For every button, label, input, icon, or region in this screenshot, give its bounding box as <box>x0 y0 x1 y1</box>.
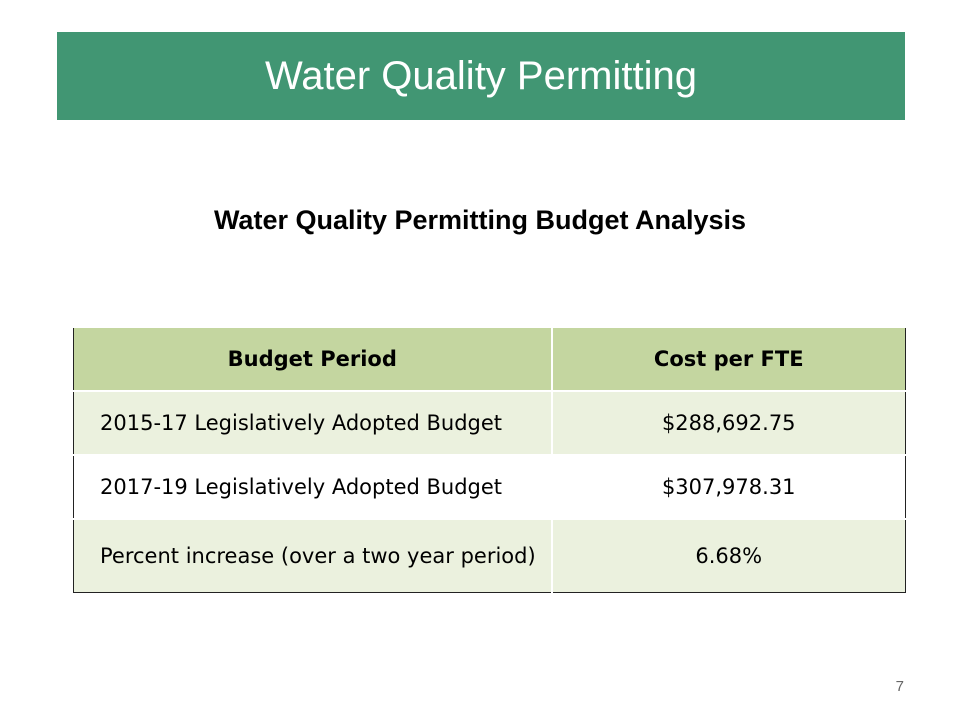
cost-cell: $307,978.31 <box>550 454 906 519</box>
slide-title: Water Quality Permitting <box>265 53 697 98</box>
title-banner: Water Quality Permitting <box>57 32 905 120</box>
column-header: Budget Period <box>73 326 552 391</box>
column-header: Cost per FTE <box>550 326 906 391</box>
table-header-row: Budget Period Cost per FTE <box>73 326 906 391</box>
budget-period-cell: Percent increase (over a two year period… <box>73 518 552 593</box>
budget-period-cell: 2015-17 Legislatively Adopted Budget <box>73 390 552 455</box>
table-title: Water Quality Permitting Budget Analysis <box>213 205 747 235</box>
table-row: 2015-17 Legislatively Adopted Budget $28… <box>73 390 906 455</box>
budget-period-cell: 2017-19 Legislatively Adopted Budget <box>73 454 552 519</box>
budget-table: Budget Period Cost per FTE 2015-17 Legis… <box>73 326 906 593</box>
table-row: Percent increase (over a two year period… <box>73 518 906 593</box>
page-number: 7 <box>895 678 904 695</box>
table-row: 2017-19 Legislatively Adopted Budget $30… <box>73 454 906 519</box>
cost-cell: 6.68% <box>550 518 906 593</box>
cost-cell: $288,692.75 <box>550 390 906 455</box>
